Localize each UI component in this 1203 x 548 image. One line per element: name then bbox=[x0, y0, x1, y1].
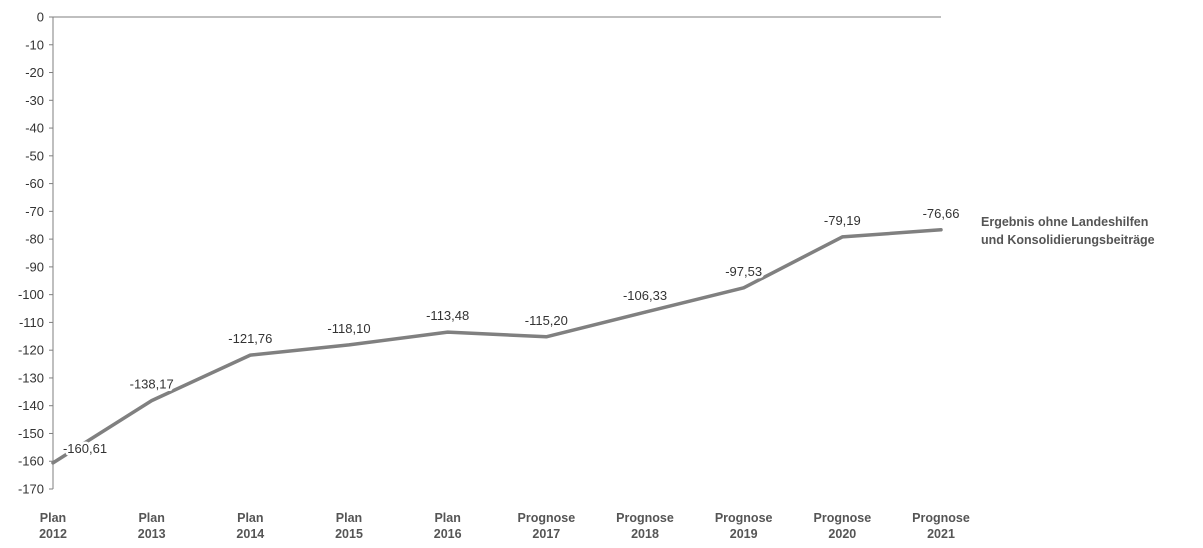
data-label: -106,33 bbox=[623, 288, 667, 303]
x-tick-label-line: 2018 bbox=[631, 527, 659, 541]
x-tick-label-line: 2012 bbox=[39, 527, 67, 541]
x-tick-label-line: Plan bbox=[237, 511, 263, 525]
x-tick-label: Prognose 2018 bbox=[616, 511, 674, 541]
y-tick-label: -170 bbox=[18, 482, 44, 497]
data-point bbox=[150, 399, 154, 403]
x-tick-label: Plan 2013 bbox=[138, 511, 166, 541]
y-tick-label: -150 bbox=[18, 426, 44, 441]
y-axis: 0 -10 -20 -30 -40 -50 -60 -70 -80 -90 -100 -110 -120… bbox=[18, 10, 54, 497]
data-label: -138,17 bbox=[130, 377, 174, 392]
y-tick-label: -110 bbox=[19, 315, 44, 330]
x-tick-label-line: Prognose bbox=[616, 511, 674, 525]
x-tick-label: Prognose 2021 bbox=[912, 511, 970, 541]
y-tick-label: -20 bbox=[25, 65, 44, 80]
x-tick-label: Plan 2015 bbox=[335, 511, 363, 541]
x-axis: Plan 2012 Plan 2013 Plan 2014 Plan 2015 Plan 2016… bbox=[39, 16, 970, 541]
data-point bbox=[643, 310, 647, 314]
x-tick-label-line: Plan bbox=[434, 511, 460, 525]
x-tick-label-line: Plan bbox=[138, 511, 164, 525]
y-tick-label: -50 bbox=[25, 148, 44, 163]
x-tick-label-line: 2017 bbox=[532, 527, 560, 541]
x-tick-label-line: Plan bbox=[40, 511, 66, 525]
x-tick-label: Prognose 2019 bbox=[715, 511, 773, 541]
data-point bbox=[51, 461, 55, 465]
x-tick-label-line: 2015 bbox=[335, 527, 363, 541]
x-tick-label-line: 2021 bbox=[927, 527, 955, 541]
x-tick-label-line: Prognose bbox=[912, 511, 970, 525]
x-tick-label-line: 2020 bbox=[828, 527, 856, 541]
x-tick-label-line: Plan bbox=[336, 511, 362, 525]
x-tick-label-line: 2013 bbox=[138, 527, 166, 541]
y-tick-label: -60 bbox=[25, 176, 44, 191]
y-tick-label: -90 bbox=[25, 259, 44, 274]
data-labels: -160,61 -138,17 -121,76 -118,10 -113,48 -115,… bbox=[60, 203, 961, 458]
y-tick-label: -140 bbox=[18, 398, 44, 413]
data-point bbox=[544, 335, 548, 339]
x-tick-label-line: 2019 bbox=[730, 527, 758, 541]
y-tick-label: -100 bbox=[18, 287, 44, 302]
data-label: -79,19 bbox=[824, 213, 861, 228]
data-point bbox=[248, 353, 252, 357]
legend-label-line: und Konsolidierungsbeiträge bbox=[981, 233, 1155, 247]
data-point bbox=[742, 286, 746, 290]
y-tick-label: -30 bbox=[25, 93, 44, 108]
x-tick-label-line: 2016 bbox=[434, 527, 462, 541]
series-line bbox=[51, 228, 943, 465]
legend-label-line: Ergebnis ohne Landeshilfen bbox=[981, 215, 1148, 229]
x-tick-label: Plan 2016 bbox=[434, 511, 462, 541]
y-tick-label: 0 bbox=[37, 10, 44, 25]
x-tick-label: Prognose 2020 bbox=[814, 511, 872, 541]
y-tick-label: -10 bbox=[25, 37, 44, 52]
x-tick-label: Plan 2014 bbox=[236, 511, 264, 541]
series-legend: Ergebnis ohne Landeshilfen und Konsolidie… bbox=[981, 215, 1155, 247]
data-label: -113,48 bbox=[426, 308, 469, 323]
data-point bbox=[446, 330, 450, 334]
y-tick-label: -70 bbox=[25, 204, 44, 219]
y-tick-label: -40 bbox=[25, 121, 44, 136]
x-tick-label: Prognose 2017 bbox=[518, 511, 576, 541]
x-tick-label-line: 2014 bbox=[236, 527, 264, 541]
data-label: -76,66 bbox=[923, 206, 960, 221]
data-label: -160,61 bbox=[63, 441, 107, 456]
data-label: -121,76 bbox=[228, 331, 272, 346]
legend-label: Ergebnis ohne Landeshilfen und Konsolidie… bbox=[981, 215, 1155, 247]
y-tick-label: -160 bbox=[18, 454, 44, 469]
x-tick-label-line: Prognose bbox=[518, 511, 576, 525]
data-label: -115,20 bbox=[525, 313, 568, 328]
series-layer bbox=[51, 228, 943, 465]
data-point bbox=[939, 228, 943, 232]
y-tick-label: -120 bbox=[18, 343, 44, 358]
x-tick-label: Plan 2012 bbox=[39, 511, 67, 541]
x-tick-label-line: Prognose bbox=[715, 511, 773, 525]
data-point bbox=[347, 343, 351, 347]
data-label: -118,10 bbox=[327, 321, 370, 336]
x-tick-label-line: Prognose bbox=[814, 511, 872, 525]
data-point bbox=[840, 235, 844, 239]
y-tick-label: -80 bbox=[25, 232, 44, 247]
data-label: -97,53 bbox=[725, 264, 762, 279]
y-tick-label: -130 bbox=[18, 370, 44, 385]
